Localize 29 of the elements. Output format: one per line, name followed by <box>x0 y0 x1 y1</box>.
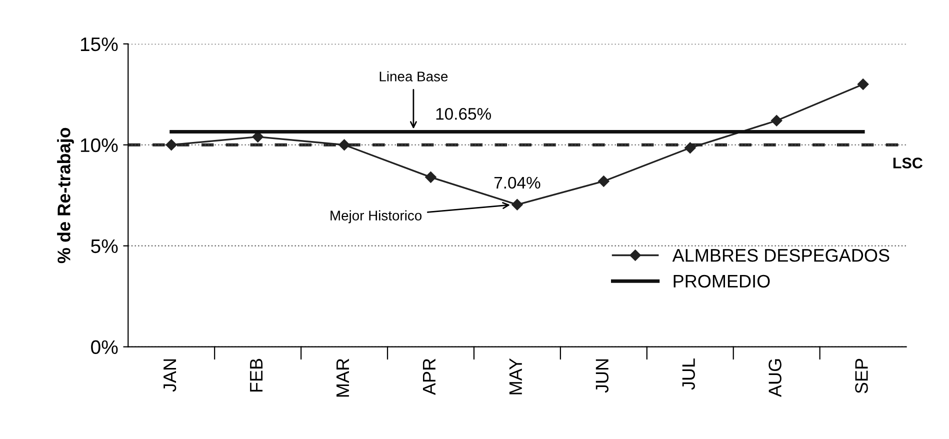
legend-label: PROMEDIO <box>674 274 770 288</box>
x-tick-label: FEB <box>250 358 262 392</box>
y-axis-title: % de Re-trabajo <box>57 128 74 264</box>
annotation: Linea Base <box>380 71 448 82</box>
x-tick-label: MAR <box>336 358 349 397</box>
annotation: 10.65% <box>436 108 491 120</box>
point <box>857 78 869 90</box>
ref-line-label: LSC <box>893 158 923 168</box>
x-tick-label: JUL <box>682 358 695 390</box>
legend-label: ALMBRES DESPEGADOS <box>672 248 890 262</box>
x-tick-label: AUG <box>768 359 782 398</box>
annotation: 7.04% <box>494 176 540 189</box>
x-tick-label: SEP <box>855 358 868 394</box>
point <box>770 115 782 126</box>
annotation: Mejor Historico <box>330 210 422 224</box>
y-tick-label: 0% <box>91 340 118 354</box>
y-tick-label: 5% <box>91 239 118 254</box>
point <box>684 142 696 154</box>
y-tick-label: 10% <box>80 138 118 152</box>
x-tick-label: MAY <box>509 358 522 394</box>
point <box>512 199 523 210</box>
point <box>338 139 350 150</box>
point <box>598 176 610 187</box>
point <box>166 139 177 150</box>
y-tick-label: 15% <box>80 37 118 52</box>
point <box>425 172 436 183</box>
x-tick-label: JAN <box>164 359 176 392</box>
x-tick-label: JUN <box>596 359 609 393</box>
x-tick-label: APR <box>422 358 436 396</box>
